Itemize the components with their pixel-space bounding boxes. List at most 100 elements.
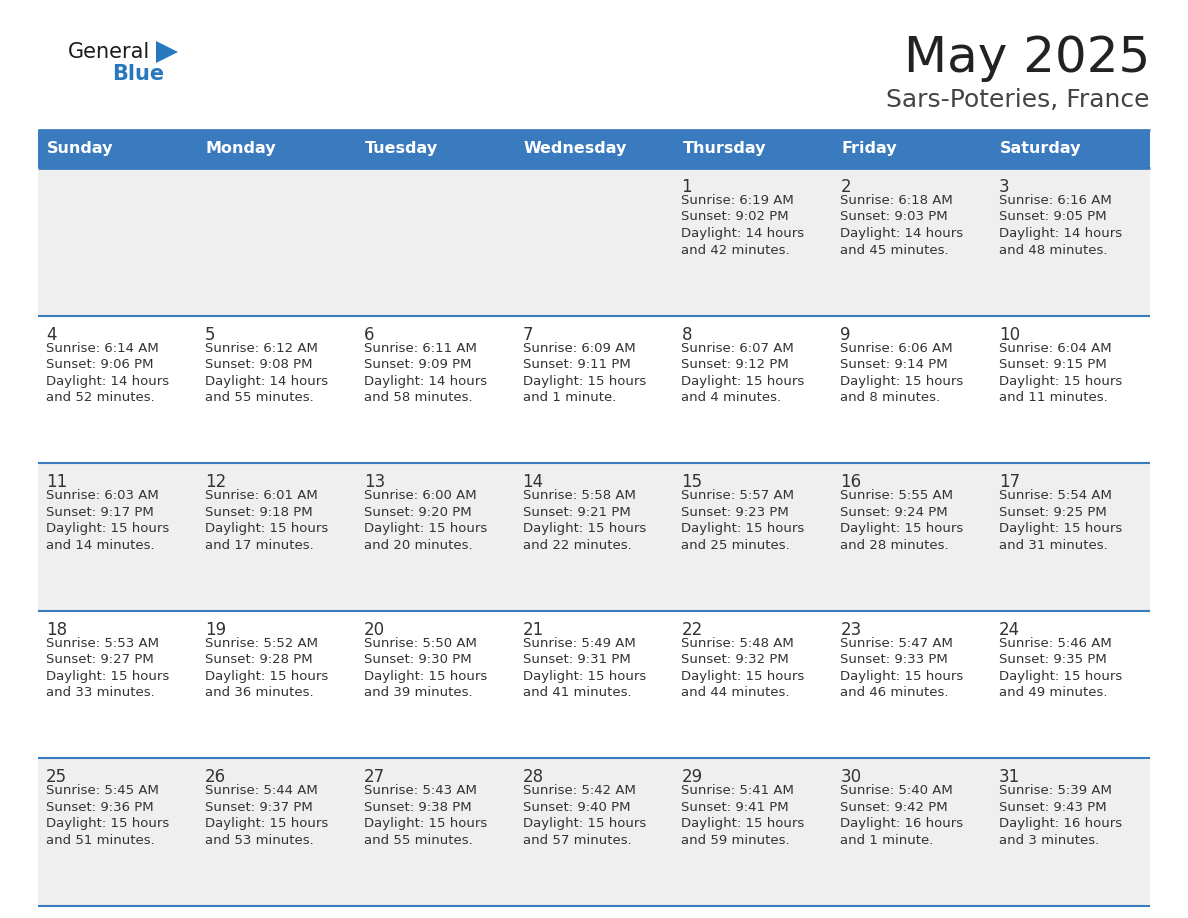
- Text: Sunrise: 5:39 AM: Sunrise: 5:39 AM: [999, 784, 1112, 798]
- Text: Sars-Poteries, France: Sars-Poteries, France: [886, 88, 1150, 112]
- Text: Sunset: 9:31 PM: Sunset: 9:31 PM: [523, 654, 631, 666]
- Text: Sunrise: 5:53 AM: Sunrise: 5:53 AM: [46, 637, 159, 650]
- Text: Sunset: 9:42 PM: Sunset: 9:42 PM: [840, 800, 948, 814]
- Text: Daylight: 15 hours: Daylight: 15 hours: [523, 670, 646, 683]
- Text: Saturday: Saturday: [1000, 141, 1081, 156]
- Text: Sunday: Sunday: [48, 141, 114, 156]
- Bar: [197, 610, 355, 758]
- Text: Daylight: 15 hours: Daylight: 15 hours: [999, 670, 1123, 683]
- Text: and 20 minutes.: and 20 minutes.: [364, 539, 473, 552]
- Text: Sunrise: 5:45 AM: Sunrise: 5:45 AM: [46, 784, 159, 798]
- Bar: [38, 464, 197, 610]
- Bar: [514, 758, 674, 906]
- Text: Daylight: 15 hours: Daylight: 15 hours: [364, 817, 487, 831]
- Text: and 51 minutes.: and 51 minutes.: [46, 834, 154, 847]
- Text: Sunrise: 6:03 AM: Sunrise: 6:03 AM: [46, 489, 159, 502]
- Bar: [674, 168, 833, 316]
- Text: Sunrise: 5:46 AM: Sunrise: 5:46 AM: [999, 637, 1112, 650]
- Text: Sunrise: 6:00 AM: Sunrise: 6:00 AM: [364, 489, 476, 502]
- Bar: [355, 758, 514, 906]
- Bar: [514, 464, 674, 610]
- Text: 11: 11: [46, 473, 68, 491]
- Bar: [991, 316, 1150, 464]
- Bar: [991, 758, 1150, 906]
- Bar: [38, 610, 197, 758]
- Text: Sunrise: 6:19 AM: Sunrise: 6:19 AM: [682, 194, 795, 207]
- Text: Sunset: 9:43 PM: Sunset: 9:43 PM: [999, 800, 1107, 814]
- Text: May 2025: May 2025: [904, 34, 1150, 82]
- Text: Sunrise: 6:12 AM: Sunrise: 6:12 AM: [204, 341, 317, 354]
- Text: Friday: Friday: [841, 141, 897, 156]
- Text: and 25 minutes.: and 25 minutes.: [682, 539, 790, 552]
- Text: Sunset: 9:05 PM: Sunset: 9:05 PM: [999, 210, 1107, 223]
- Text: Sunset: 9:23 PM: Sunset: 9:23 PM: [682, 506, 789, 519]
- Text: Sunrise: 5:50 AM: Sunrise: 5:50 AM: [364, 637, 476, 650]
- Text: 15: 15: [682, 473, 702, 491]
- Text: Daylight: 15 hours: Daylight: 15 hours: [840, 670, 963, 683]
- Text: Daylight: 14 hours: Daylight: 14 hours: [999, 227, 1123, 240]
- Text: Sunrise: 5:48 AM: Sunrise: 5:48 AM: [682, 637, 795, 650]
- Text: 9: 9: [840, 326, 851, 343]
- Text: and 3 minutes.: and 3 minutes.: [999, 834, 1099, 847]
- Text: Sunrise: 6:11 AM: Sunrise: 6:11 AM: [364, 341, 476, 354]
- Text: Sunset: 9:30 PM: Sunset: 9:30 PM: [364, 654, 472, 666]
- Text: Sunset: 9:33 PM: Sunset: 9:33 PM: [840, 654, 948, 666]
- Text: 19: 19: [204, 621, 226, 639]
- Text: Daylight: 15 hours: Daylight: 15 hours: [840, 375, 963, 387]
- Text: Sunset: 9:27 PM: Sunset: 9:27 PM: [46, 654, 153, 666]
- Text: Sunset: 9:41 PM: Sunset: 9:41 PM: [682, 800, 789, 814]
- Text: and 14 minutes.: and 14 minutes.: [46, 539, 154, 552]
- Text: Daylight: 15 hours: Daylight: 15 hours: [523, 817, 646, 831]
- Text: and 1 minute.: and 1 minute.: [840, 834, 934, 847]
- Text: Monday: Monday: [206, 141, 277, 156]
- Text: and 59 minutes.: and 59 minutes.: [682, 834, 790, 847]
- Text: Daylight: 15 hours: Daylight: 15 hours: [364, 670, 487, 683]
- Text: Wednesday: Wednesday: [524, 141, 627, 156]
- Text: 1: 1: [682, 178, 693, 196]
- Text: Sunrise: 6:09 AM: Sunrise: 6:09 AM: [523, 341, 636, 354]
- Bar: [833, 168, 991, 316]
- Bar: [833, 610, 991, 758]
- Text: 22: 22: [682, 621, 702, 639]
- Text: Daylight: 15 hours: Daylight: 15 hours: [204, 670, 328, 683]
- Bar: [674, 464, 833, 610]
- Text: Sunrise: 5:52 AM: Sunrise: 5:52 AM: [204, 637, 318, 650]
- Text: Daylight: 15 hours: Daylight: 15 hours: [46, 670, 169, 683]
- Text: 5: 5: [204, 326, 215, 343]
- Text: 13: 13: [364, 473, 385, 491]
- Text: Sunset: 9:15 PM: Sunset: 9:15 PM: [999, 358, 1107, 371]
- Bar: [38, 130, 1150, 168]
- Text: Sunset: 9:35 PM: Sunset: 9:35 PM: [999, 654, 1107, 666]
- Text: and 28 minutes.: and 28 minutes.: [840, 539, 949, 552]
- Text: Daylight: 15 hours: Daylight: 15 hours: [999, 375, 1123, 387]
- Bar: [833, 464, 991, 610]
- Bar: [38, 758, 197, 906]
- Text: Sunrise: 5:58 AM: Sunrise: 5:58 AM: [523, 489, 636, 502]
- Text: Blue: Blue: [112, 64, 164, 84]
- Bar: [674, 610, 833, 758]
- Text: and 52 minutes.: and 52 minutes.: [46, 391, 154, 404]
- Text: Sunset: 9:25 PM: Sunset: 9:25 PM: [999, 506, 1107, 519]
- Text: Sunrise: 6:04 AM: Sunrise: 6:04 AM: [999, 341, 1112, 354]
- Text: Daylight: 15 hours: Daylight: 15 hours: [682, 817, 804, 831]
- Text: 31: 31: [999, 768, 1020, 787]
- Text: 20: 20: [364, 621, 385, 639]
- Text: 14: 14: [523, 473, 544, 491]
- Bar: [355, 316, 514, 464]
- Bar: [38, 316, 197, 464]
- Text: 7: 7: [523, 326, 533, 343]
- Text: Sunrise: 5:47 AM: Sunrise: 5:47 AM: [840, 637, 953, 650]
- Text: and 55 minutes.: and 55 minutes.: [204, 391, 314, 404]
- Bar: [355, 168, 514, 316]
- Text: Daylight: 15 hours: Daylight: 15 hours: [682, 375, 804, 387]
- Text: 8: 8: [682, 326, 691, 343]
- Text: Sunset: 9:09 PM: Sunset: 9:09 PM: [364, 358, 472, 371]
- Bar: [991, 610, 1150, 758]
- Text: Sunset: 9:32 PM: Sunset: 9:32 PM: [682, 654, 789, 666]
- Text: Sunset: 9:21 PM: Sunset: 9:21 PM: [523, 506, 631, 519]
- Text: and 36 minutes.: and 36 minutes.: [204, 687, 314, 700]
- Text: 30: 30: [840, 768, 861, 787]
- Text: Sunrise: 6:18 AM: Sunrise: 6:18 AM: [840, 194, 953, 207]
- Text: 28: 28: [523, 768, 544, 787]
- Text: 23: 23: [840, 621, 861, 639]
